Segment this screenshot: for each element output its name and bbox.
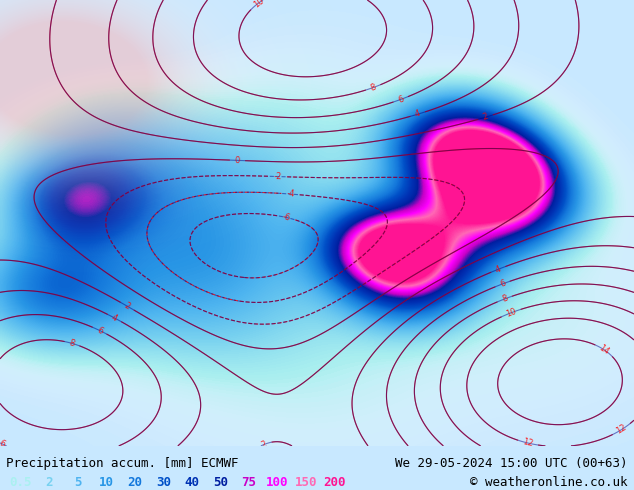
Text: 6: 6 [0, 439, 6, 449]
Text: Precipitation accum. [mm] ECMWF: Precipitation accum. [mm] ECMWF [6, 457, 239, 470]
Text: -4: -4 [286, 189, 295, 199]
Text: 0.5: 0.5 [10, 476, 32, 489]
Text: 12: 12 [522, 438, 534, 449]
Text: 4: 4 [414, 109, 422, 119]
Text: © weatheronline.co.uk: © weatheronline.co.uk [470, 476, 628, 489]
Text: 2: 2 [482, 112, 489, 122]
Text: 8: 8 [68, 338, 76, 348]
Text: 10: 10 [252, 0, 266, 10]
Text: 150: 150 [295, 476, 317, 489]
Text: 100: 100 [266, 476, 288, 489]
Text: 8: 8 [500, 294, 508, 304]
Text: 2: 2 [260, 439, 268, 449]
Text: 12: 12 [615, 423, 628, 436]
Text: 14: 14 [597, 343, 611, 357]
Text: 200: 200 [323, 476, 346, 489]
Text: -6: -6 [281, 212, 292, 223]
Text: 30: 30 [156, 476, 171, 489]
Text: 8: 8 [369, 82, 377, 93]
Text: 6: 6 [95, 325, 104, 336]
Text: 0: 0 [235, 156, 240, 165]
Text: 10: 10 [99, 476, 113, 489]
Text: 75: 75 [242, 476, 256, 489]
Text: 6: 6 [397, 94, 405, 104]
Text: 2: 2 [46, 476, 53, 489]
Text: 10: 10 [505, 307, 517, 319]
Text: We 29-05-2024 15:00 UTC (00+63): We 29-05-2024 15:00 UTC (00+63) [395, 457, 628, 470]
Text: 2: 2 [123, 301, 132, 311]
Text: 50: 50 [213, 476, 228, 489]
Text: 5: 5 [74, 476, 81, 489]
Text: 6: 6 [498, 279, 507, 289]
Text: 4: 4 [110, 313, 119, 323]
Text: 40: 40 [184, 476, 199, 489]
Text: 4: 4 [494, 264, 502, 274]
Text: 20: 20 [127, 476, 142, 489]
Text: -2: -2 [273, 172, 282, 181]
